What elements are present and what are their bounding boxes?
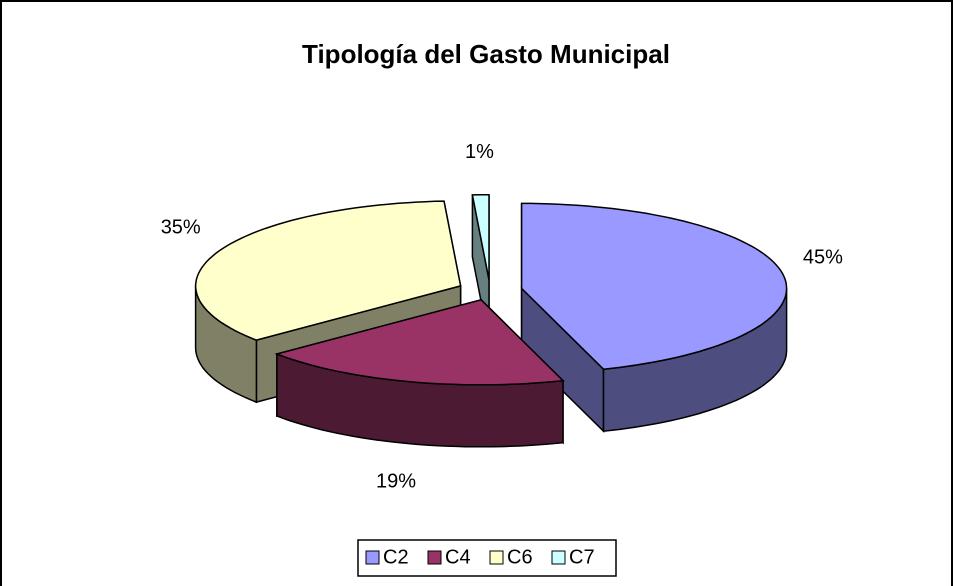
slice: [520, 202, 788, 433]
legend-swatch: [365, 550, 380, 565]
legend-label: C6: [507, 546, 533, 568]
slice-top: [520, 202, 788, 370]
data-label: 35%: [161, 217, 201, 239]
legend-box: [357, 539, 617, 577]
legend-swatch: [551, 550, 566, 565]
slice: [194, 200, 462, 404]
chart-title: Tipología del Gasto Municipal: [302, 39, 670, 69]
data-label: 19%: [376, 471, 416, 493]
data-label: 45%: [803, 247, 843, 269]
legend-swatch: [489, 550, 504, 565]
slice-top: [194, 200, 462, 341]
data-label: 1%: [465, 141, 494, 163]
legend-swatch: [427, 550, 442, 565]
legend-label: C7: [569, 546, 595, 568]
legend-label: C2: [383, 546, 409, 568]
slice-top: [471, 194, 490, 280]
slice-top: [274, 298, 565, 386]
legend-label: C4: [445, 546, 471, 568]
slice: [274, 298, 565, 448]
